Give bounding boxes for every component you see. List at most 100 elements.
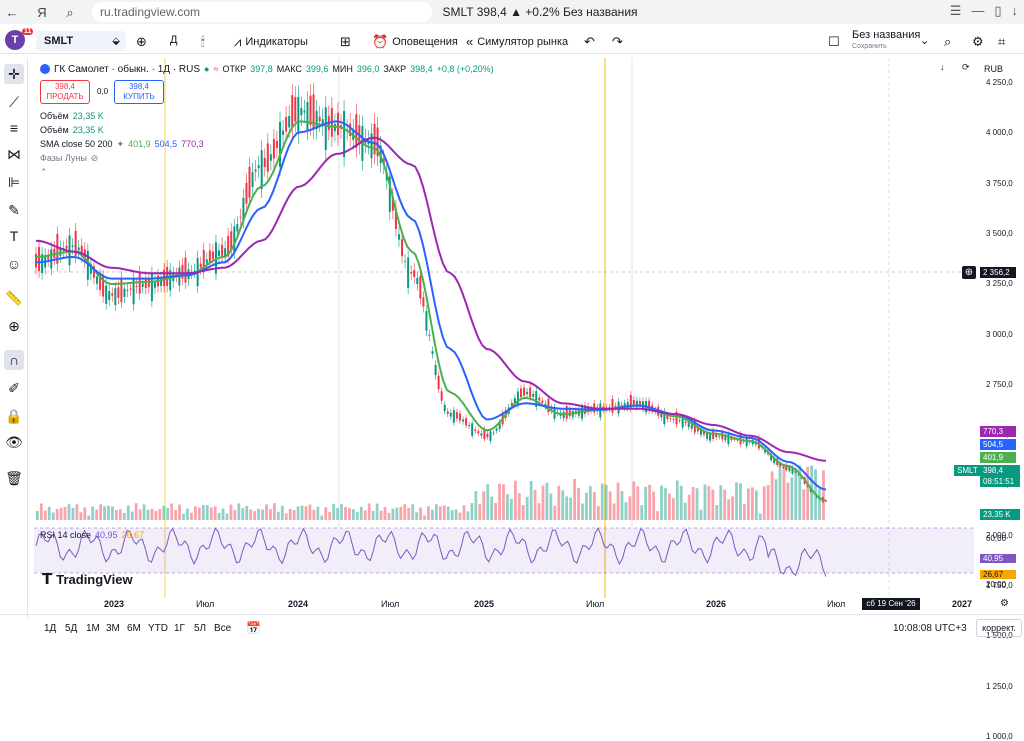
candle-body: [227, 235, 230, 257]
volume-bar: [794, 468, 798, 520]
sell-button[interactable]: 398,4 ПРОДАТЬ: [40, 80, 90, 104]
symbol-price-tag: SMLT: [954, 465, 981, 476]
fullscreen-checkbox[interactable]: ☐: [828, 34, 840, 49]
bookmark-icon[interactable]: ▯: [994, 3, 1002, 18]
range-button[interactable]: 5Л: [194, 623, 207, 634]
replay-button[interactable]: « Симулятор рынка: [466, 34, 568, 49]
volume-bar: [170, 503, 174, 520]
volume2-value: 23,35 K: [72, 125, 104, 135]
time-settings-icon[interactable]: ⚙: [1000, 598, 1009, 609]
undo-icon[interactable]: ↶: [584, 34, 595, 49]
ticker-title[interactable]: ГК Самолет · обыкн. · 1Д · RUS: [54, 63, 201, 75]
trendline-icon[interactable]: ⟋: [9, 93, 19, 110]
magnet-icon[interactable]: ∩: [4, 350, 24, 370]
axis-arrow-icon[interactable]: ↓: [940, 62, 945, 72]
candle-body: [477, 431, 480, 434]
layout-name-block[interactable]: Без названия Сохранить: [852, 30, 920, 52]
adjust-button[interactable]: коррект.: [976, 619, 1022, 637]
yandex-icon[interactable]: Я: [37, 5, 47, 20]
alerts-button[interactable]: ⏰ Оповещения: [372, 34, 458, 50]
download-icon[interactable]: ↓: [1011, 3, 1019, 18]
price-axis[interactable]: RUB ↓ ⟳ 4 250,0 4 000,0 3 750,0 3 500,0 3 25…: [940, 58, 1024, 741]
symbol-dropdown-icon[interactable]: ⬙: [112, 35, 120, 47]
candle-body: [401, 239, 404, 257]
date-range-icon[interactable]: 📅: [246, 621, 261, 635]
add-symbol-icon[interactable]: ⊕: [136, 34, 147, 49]
price-chart[interactable]: [34, 58, 974, 598]
tradingview-logo[interactable]: 𝗧 TradingView: [42, 570, 133, 588]
avatar[interactable]: T 11: [5, 28, 34, 50]
volume-bar: [150, 508, 154, 520]
trash-icon[interactable]: 🗑: [5, 469, 23, 486]
brush-icon[interactable]: ✎: [8, 201, 20, 218]
volume-bar: [616, 482, 620, 520]
buy-button[interactable]: 398,4 КУПИТЬ: [114, 80, 164, 104]
redo-icon[interactable]: ↷: [612, 34, 623, 49]
moon-legend[interactable]: Фазы Луны ⊘: [40, 151, 204, 165]
interval-button[interactable]: Д: [170, 34, 178, 46]
candle-body: [455, 412, 458, 419]
pattern-icon[interactable]: ⋈: [7, 145, 21, 162]
range-button[interactable]: 1Г: [174, 623, 185, 634]
candle-body: [135, 285, 138, 288]
volume-bar: [367, 503, 371, 520]
eye-icon[interactable]: 👁: [5, 433, 23, 450]
volume-legend-1[interactable]: Объём 23,35 K: [40, 109, 204, 123]
quick-search-icon[interactable]: ⌕: [944, 34, 952, 49]
menu-icon[interactable]: ☰: [949, 3, 962, 18]
fib-icon[interactable]: ≡: [9, 120, 19, 136]
axis-refresh-icon[interactable]: ⟳: [962, 62, 970, 72]
top-toolbar: T 11 SMLT ⬙ ⊕ Д 🕯 ⩘ Индикаторы ⊞ ⏰ Опове…: [0, 28, 1024, 54]
volume-legend-2[interactable]: Объём 23,35 K: [40, 123, 204, 137]
indicators-button[interactable]: ⩘ Индикаторы: [234, 34, 308, 50]
last-price-tag: 398,4: [980, 465, 1020, 476]
clock[interactable]: 10:08:08 UTC+3: [893, 623, 967, 634]
time-label: 2024: [288, 599, 309, 609]
range-button[interactable]: 3М: [106, 623, 120, 634]
search-icon[interactable]: ⌕: [66, 5, 74, 20]
range-button[interactable]: 6М: [127, 623, 141, 634]
url-bar[interactable]: ru.tradingview.com: [92, 2, 432, 22]
collapse-legend-icon[interactable]: ⌃: [40, 166, 48, 177]
layout-grid-icon[interactable]: ⊞: [340, 34, 351, 49]
range-button[interactable]: 1М: [86, 623, 100, 634]
lock-icon[interactable]: 🔒: [5, 407, 23, 424]
volume-bar: [577, 488, 580, 520]
volume-bar: [79, 512, 83, 520]
time-label: 2023: [104, 599, 125, 609]
price-tick: 1 000,0: [986, 731, 1013, 741]
crosshair-icon[interactable]: ✛: [4, 64, 24, 84]
layout-chevron-icon[interactable]: ⌄: [920, 35, 930, 47]
range-button[interactable]: Все: [214, 623, 232, 634]
range-button[interactable]: YTD: [148, 623, 168, 634]
sma200-line[interactable]: [35, 136, 827, 462]
settings-gear-icon[interactable]: ⚙: [972, 34, 984, 49]
candle-body: [690, 424, 693, 429]
ruler-icon[interactable]: 📏: [5, 289, 23, 306]
volume-bar: [316, 506, 320, 520]
range-button[interactable]: 1Д: [44, 623, 57, 634]
add-alert-plus-icon[interactable]: ⊕: [962, 266, 976, 279]
lock-drawing-icon[interactable]: ✐: [8, 379, 20, 396]
volume-bar: [778, 462, 782, 520]
range-button[interactable]: 5Д: [65, 623, 78, 634]
rsi-path[interactable]: [35, 526, 827, 577]
eye-hidden-icon[interactable]: ⊘: [90, 152, 99, 163]
volume-bar: [213, 506, 217, 520]
camera-icon[interactable]: ⌗: [998, 34, 1006, 49]
currency-label[interactable]: RUB: [984, 64, 1004, 74]
minimize-icon[interactable]: —: [971, 3, 985, 18]
candles-icon[interactable]: 🕯: [201, 34, 205, 49]
back-icon[interactable]: ←: [5, 5, 19, 20]
time-axis[interactable]: 2023 Июл 2024 Июл 2025 Июл 2026 Июл 2027: [34, 598, 980, 612]
volume-bar: [664, 488, 667, 520]
text-icon[interactable]: T: [9, 228, 19, 244]
sma50-line[interactable]: [35, 120, 827, 502]
sma-legend[interactable]: SMA close 50 200 ✦ 401,9 504,5 770,3: [40, 137, 204, 151]
symbol-search[interactable]: SMLT ⬙: [36, 31, 126, 51]
prediction-icon[interactable]: ⊫: [7, 173, 21, 190]
emoji-icon[interactable]: ☺: [6, 256, 22, 272]
zoom-icon[interactable]: ⊕: [8, 317, 20, 334]
rsi-legend[interactable]: RSI 14 close 40,95 26,67: [40, 528, 144, 542]
sma100-line[interactable]: [35, 120, 827, 491]
